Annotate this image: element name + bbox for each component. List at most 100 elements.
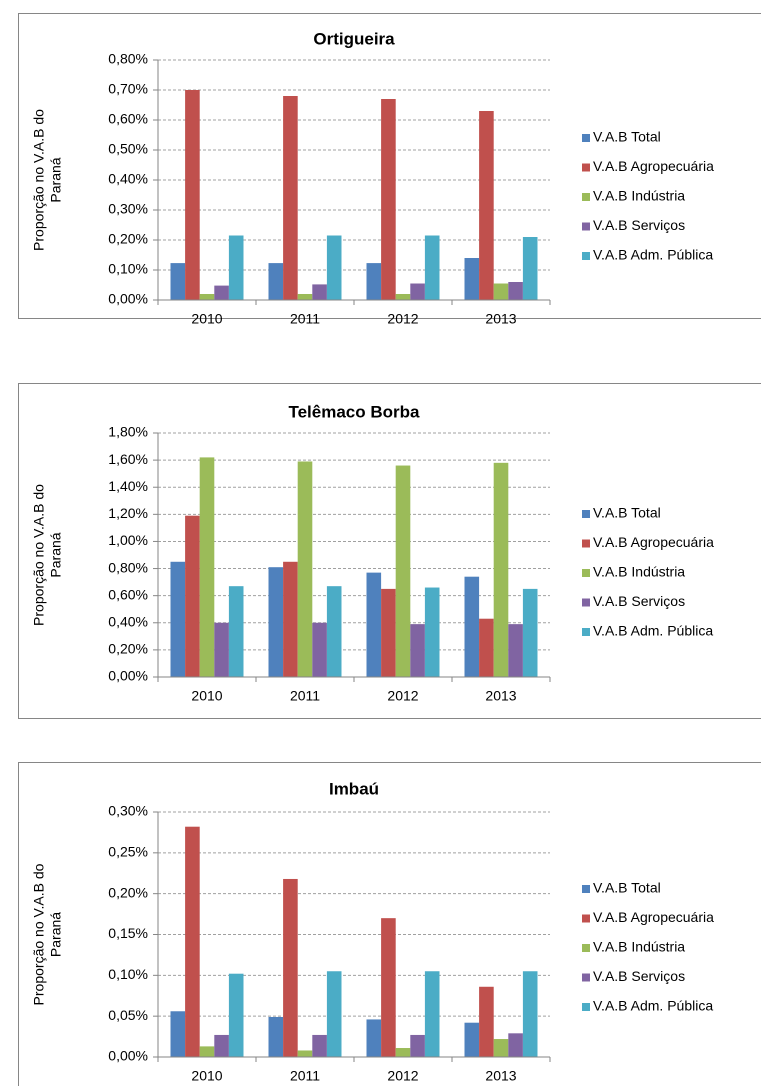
bar bbox=[410, 624, 425, 677]
bar bbox=[522, 588, 538, 677]
legend-swatch bbox=[582, 944, 590, 952]
legend-label: V.A.B Adm. Pública bbox=[593, 247, 713, 263]
legend-label: V.A.B Total bbox=[593, 129, 661, 145]
x-tick-label: 2012 bbox=[387, 688, 418, 704]
legend-label: V.A.B Indústria bbox=[593, 564, 685, 580]
bar bbox=[199, 1046, 215, 1057]
bar bbox=[214, 285, 229, 300]
x-tick-label: 2011 bbox=[290, 1068, 320, 1084]
bar bbox=[395, 1048, 411, 1057]
y-tick-label: 0,40% bbox=[108, 171, 148, 187]
bar bbox=[326, 235, 342, 300]
x-tick-label: 2013 bbox=[485, 1068, 516, 1084]
bar bbox=[381, 99, 396, 300]
bar bbox=[312, 1034, 327, 1057]
bar bbox=[508, 624, 523, 677]
x-tick-label: 2011 bbox=[290, 311, 320, 327]
legend-swatch bbox=[582, 598, 590, 607]
bar bbox=[268, 1016, 284, 1057]
x-tick-label: 2013 bbox=[485, 688, 516, 704]
y-tick-label: 0,80% bbox=[108, 559, 148, 575]
x-tick-label: 2011 bbox=[290, 688, 320, 704]
y-tick-label: 0,10% bbox=[108, 261, 148, 277]
bar bbox=[424, 235, 440, 300]
bar bbox=[228, 235, 244, 300]
x-tick-label: 2010 bbox=[191, 311, 222, 327]
bar bbox=[464, 258, 480, 300]
chart-title: Imbaú bbox=[329, 779, 379, 798]
bar bbox=[283, 878, 298, 1057]
x-tick-label: 2012 bbox=[387, 311, 418, 327]
bar bbox=[381, 588, 396, 677]
bar bbox=[366, 1019, 382, 1057]
y-tick-label: 0,05% bbox=[108, 1007, 148, 1023]
y-tick-label: 0,50% bbox=[108, 141, 148, 157]
chart-title: Ortigueira bbox=[313, 29, 395, 48]
legend-label: V.A.B Indústria bbox=[593, 188, 685, 204]
y-tick-label: 0,70% bbox=[108, 81, 148, 97]
legend-swatch bbox=[582, 885, 590, 893]
bar bbox=[170, 1011, 186, 1057]
bar bbox=[268, 567, 284, 677]
y-tick-label: 0,15% bbox=[108, 925, 148, 941]
bar bbox=[297, 1050, 313, 1057]
y-tick-label: 0,00% bbox=[108, 1048, 148, 1064]
x-tick-label: 2010 bbox=[191, 1068, 222, 1084]
bar bbox=[424, 971, 440, 1057]
panel-border bbox=[18, 383, 761, 719]
bar bbox=[366, 572, 382, 677]
y-tick-label: 0,20% bbox=[108, 884, 148, 900]
bar bbox=[479, 986, 494, 1057]
bar bbox=[199, 457, 215, 677]
chart-title: Telêmaco Borba bbox=[288, 402, 420, 421]
y-tick-label: 1,00% bbox=[108, 532, 148, 548]
y-tick-label: 0,30% bbox=[108, 803, 148, 819]
y-tick-label: 0,10% bbox=[108, 966, 148, 982]
y-tick-label: 0,25% bbox=[108, 844, 148, 860]
bar bbox=[283, 96, 298, 300]
bar bbox=[381, 918, 396, 1057]
bar bbox=[522, 971, 538, 1057]
legend-swatch bbox=[582, 193, 590, 201]
bar bbox=[185, 90, 200, 300]
legend-label: V.A.B Total bbox=[593, 880, 661, 896]
bar bbox=[268, 263, 284, 300]
y-tick-label: 0,60% bbox=[108, 111, 148, 127]
y-axis-label: Proporção no V.A.B do bbox=[31, 109, 47, 251]
bar bbox=[366, 263, 382, 300]
legend-swatch bbox=[582, 973, 590, 982]
bar bbox=[283, 561, 298, 677]
legend-label: V.A.B Adm. Pública bbox=[593, 623, 713, 639]
legend-label: V.A.B Agropecuária bbox=[593, 158, 714, 174]
bar bbox=[479, 111, 494, 300]
bar bbox=[312, 284, 327, 300]
bar bbox=[185, 515, 200, 677]
legend-swatch bbox=[582, 222, 590, 231]
legend-swatch bbox=[582, 1003, 590, 1011]
y-tick-label: 1,60% bbox=[108, 451, 148, 467]
bar bbox=[228, 586, 244, 677]
bar bbox=[522, 237, 538, 300]
y-tick-label: 0,80% bbox=[108, 51, 148, 67]
legend-label: V.A.B Adm. Pública bbox=[593, 998, 713, 1014]
bar bbox=[326, 586, 342, 677]
legend-swatch bbox=[582, 569, 590, 577]
bar bbox=[326, 971, 342, 1057]
bar bbox=[493, 462, 509, 677]
bar bbox=[508, 282, 523, 300]
legend-swatch bbox=[582, 539, 590, 548]
y-tick-label: 0,60% bbox=[108, 586, 148, 602]
y-axis-label: Proporção no V.A.B do bbox=[31, 484, 47, 626]
bar bbox=[199, 294, 215, 300]
bar bbox=[410, 1034, 425, 1057]
bar bbox=[395, 294, 411, 300]
y-tick-label: 0,00% bbox=[108, 291, 148, 307]
bar bbox=[479, 618, 494, 677]
panel-border bbox=[18, 13, 761, 319]
bar bbox=[297, 461, 313, 677]
legend-swatch bbox=[582, 252, 590, 260]
bar bbox=[493, 283, 509, 300]
bar bbox=[424, 587, 440, 677]
bar bbox=[464, 1022, 480, 1057]
